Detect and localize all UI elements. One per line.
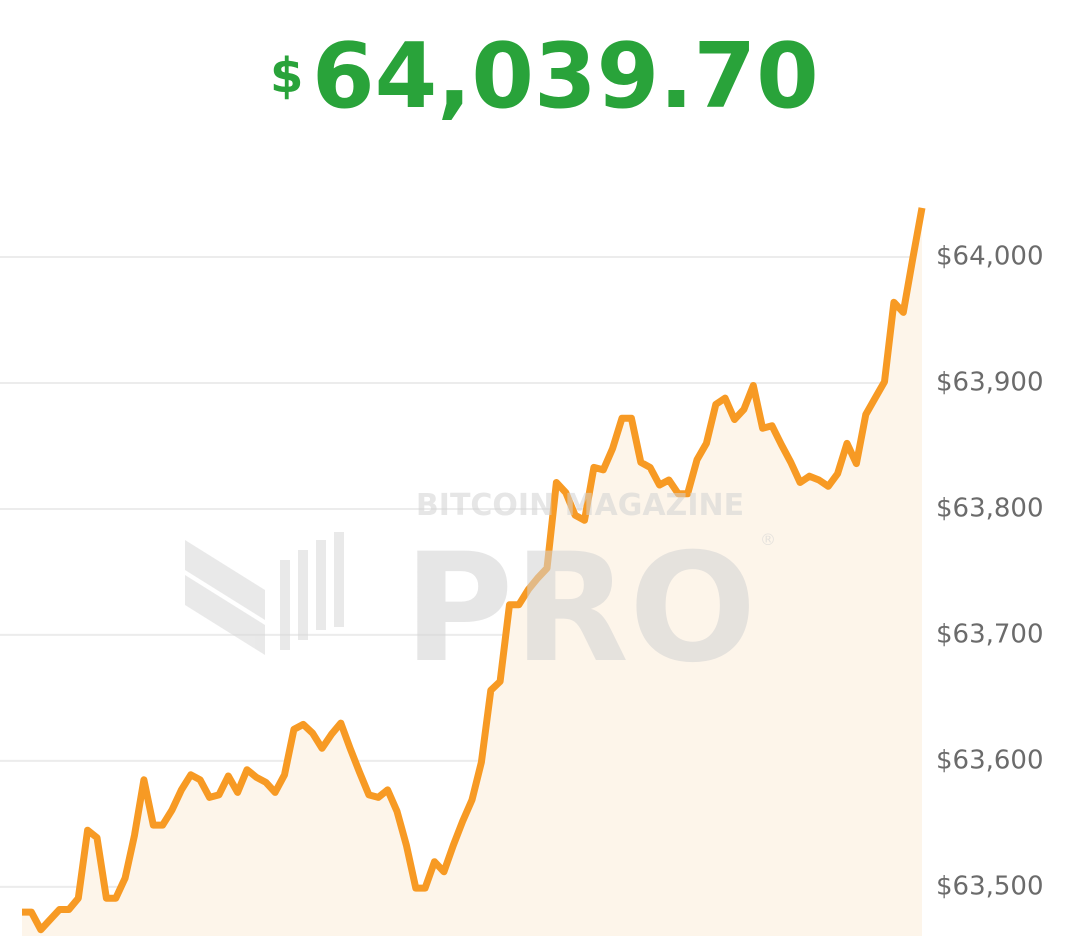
watermark-top: BITCOIN MAGAZINE xyxy=(416,488,744,523)
watermark: BITCOIN MAGAZINE PRO ® xyxy=(185,488,776,696)
price-line xyxy=(22,207,926,934)
grid: $63,500 $63,600 $63,700 $63,800 $63,900 $64,0… xyxy=(0,241,1044,901)
watermark-mark: ® xyxy=(760,530,776,549)
area xyxy=(22,207,922,936)
y-tick-label: $63,900 xyxy=(936,367,1044,397)
y-tick-label: $63,700 xyxy=(936,619,1044,649)
price-title: 64,039.70 xyxy=(312,24,819,129)
watermark-logo xyxy=(185,532,344,655)
plot xyxy=(22,207,926,936)
y-tick-label: $63,600 xyxy=(936,745,1044,775)
y-tick-label: $63,500 xyxy=(936,871,1044,901)
price-currency: $ xyxy=(270,48,303,104)
y-tick-label: $64,000 xyxy=(936,241,1044,271)
y-tick-label: $63,800 xyxy=(936,493,1044,523)
watermark-main: PRO xyxy=(404,522,757,696)
